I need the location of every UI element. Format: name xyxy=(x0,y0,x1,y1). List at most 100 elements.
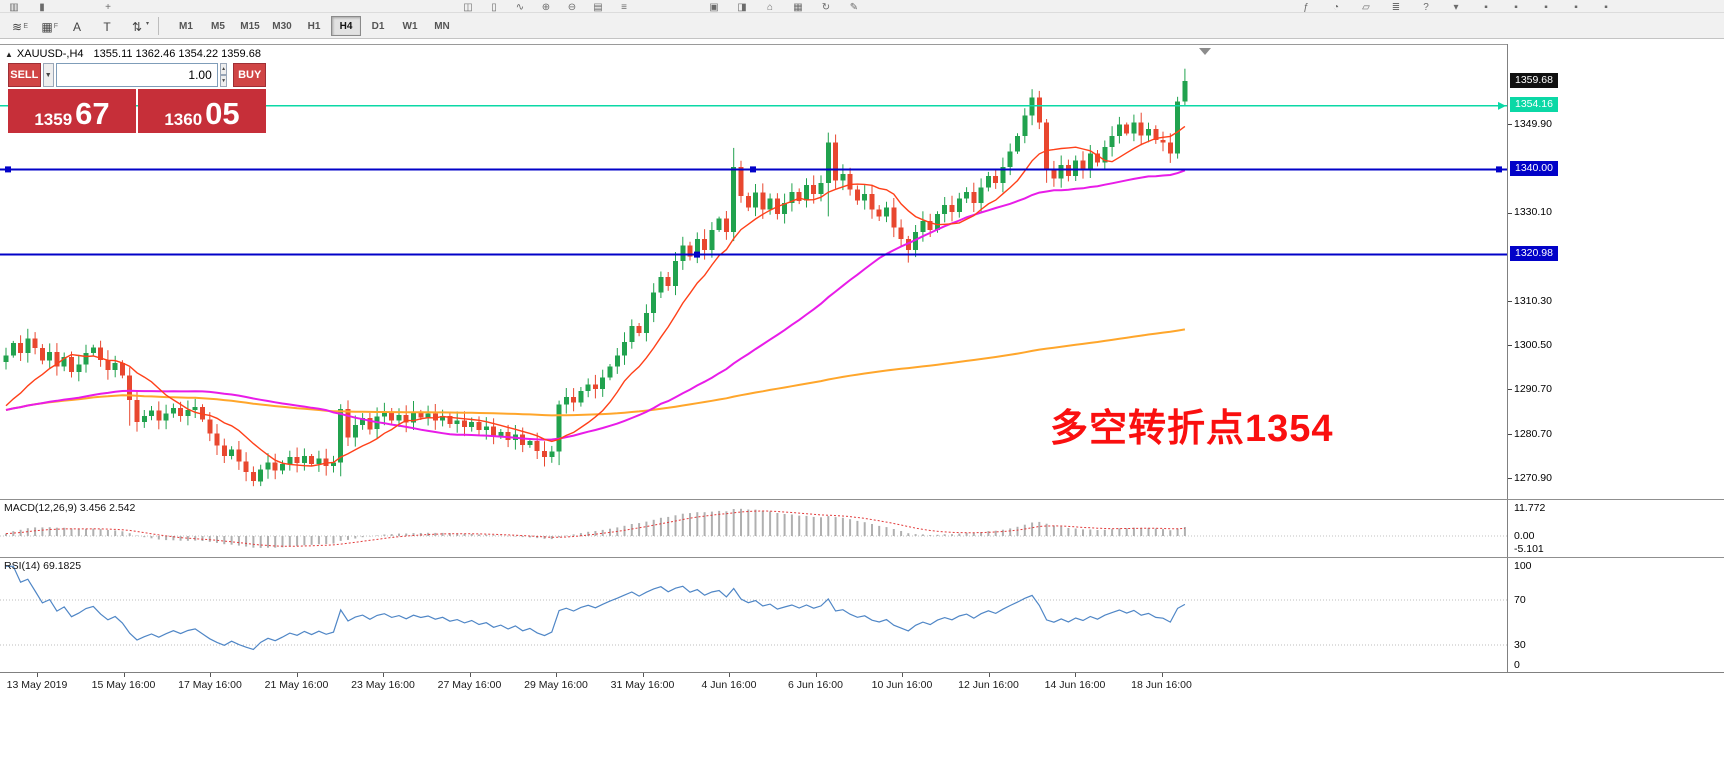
time-tick xyxy=(1075,673,1076,677)
candlestick-series xyxy=(3,68,1188,487)
lot-size-input[interactable] xyxy=(55,63,218,87)
periods-icon[interactable]: ◔ xyxy=(1332,2,1340,13)
rsi-value: 69.1825 xyxy=(43,560,82,572)
help-icon[interactable]: ? xyxy=(1423,2,1429,13)
time-label: 13 May 2019 xyxy=(6,679,68,691)
market-watch-icon[interactable]: ▣ xyxy=(709,2,719,13)
text-label-tool-icon[interactable]: A xyxy=(72,19,81,34)
chart-bars-icon[interactable]: ◫ xyxy=(463,2,473,13)
timeframe-W1[interactable]: W1 xyxy=(402,20,418,32)
time-label: 4 Jun 16:00 xyxy=(701,679,757,691)
buy-quote-button[interactable]: 1360 05 xyxy=(138,89,266,133)
timeframe-D1[interactable]: D1 xyxy=(371,20,385,32)
rsi-plot xyxy=(0,565,1507,651)
misc-icon-3[interactable]: ▪ xyxy=(1544,2,1548,13)
window-list-icon[interactable]: ≣ xyxy=(1391,2,1401,13)
timeframe-H1[interactable]: H1 xyxy=(307,20,321,32)
ohlc-values: 1355.11 1362.46 1354.22 1359.68 xyxy=(93,48,261,60)
chart-annotation-text[interactable]: 多空转折点1354 xyxy=(1050,408,1334,450)
rsi-axis[interactable]: 100 70 30 0 xyxy=(1507,558,1721,672)
sell-button[interactable]: SELL xyxy=(8,63,41,87)
macd-values: 3.456 2.542 xyxy=(79,502,136,514)
misc-icon-4[interactable]: ▪ xyxy=(1574,2,1578,13)
rsi-label: RSI(14) 69.1825 xyxy=(4,560,81,572)
macd-histogram xyxy=(5,508,1186,548)
time-label: 27 May 16:00 xyxy=(437,679,502,691)
zoom-in-icon[interactable]: ⊕ xyxy=(541,2,551,13)
templates-icon[interactable]: ▱ xyxy=(1362,2,1370,13)
charts-grid-icon[interactable]: ▥ xyxy=(9,2,19,13)
line-handle[interactable] xyxy=(694,251,700,258)
line-handle[interactable] xyxy=(5,166,11,173)
grid-style-icon[interactable]: ▦ F xyxy=(41,19,58,34)
timeframe-M30[interactable]: M30 xyxy=(272,20,292,32)
navigator-icon[interactable]: ⌂ xyxy=(766,2,774,13)
misc-icon-2[interactable]: ▪ xyxy=(1514,2,1518,13)
time-tick xyxy=(815,673,817,677)
bid-line-arrow-icon xyxy=(1498,101,1506,110)
timeframes-group: M1 M5 M15 M30 H1 H4 D1 W1 MN xyxy=(171,15,457,36)
arrow-tools-icon[interactable]: ⇅ ▾ xyxy=(131,19,149,34)
indicators-icon[interactable]: ƒ xyxy=(1303,2,1309,13)
data-window-icon[interactable]: ◨ xyxy=(737,2,747,13)
buy-button[interactable]: BUY xyxy=(233,63,266,87)
line-handle[interactable] xyxy=(750,166,756,173)
timeframe-M5[interactable]: M5 xyxy=(211,20,225,32)
timeframe-M15[interactable]: M15 xyxy=(240,20,260,32)
time-tick xyxy=(383,673,384,677)
chart-shift-marker-icon[interactable] xyxy=(1199,48,1211,55)
panel-splitter[interactable] xyxy=(0,557,1724,558)
time-axis[interactable]: 13 May 2019 15 May 16:00 17 May 16:00 21 Ma… xyxy=(0,672,1724,698)
order-controls-row: SELL ▼ ▲ ▼ BUY xyxy=(8,63,266,87)
time-tick xyxy=(210,673,211,677)
new-chart-icon[interactable]: + xyxy=(105,2,111,13)
candle-chart-icon[interactable]: ▮ xyxy=(39,2,45,13)
ma-fast-line xyxy=(5,125,1186,467)
price-tick xyxy=(1507,301,1512,303)
ma-mid-line xyxy=(5,169,1186,441)
tile-windows-icon[interactable]: ▤ xyxy=(593,2,603,13)
sell-price-big: 67 xyxy=(75,95,110,131)
price-label-1280.70: 1280.70 xyxy=(1514,427,1552,440)
main-chart[interactable]: ▲ XAUUSD-,H4 1355.11 1362.46 1354.22 1359.… xyxy=(0,44,1507,499)
timeframe-H4[interactable]: H4 xyxy=(331,15,361,36)
misc-icon-1[interactable]: ▪ xyxy=(1484,2,1488,13)
price-tick xyxy=(1507,212,1512,214)
line-handle[interactable] xyxy=(1496,166,1502,173)
misc-icon-5[interactable]: ▪ xyxy=(1604,2,1608,13)
time-tick xyxy=(123,673,125,677)
chart-line-icon[interactable]: ∿ xyxy=(515,2,525,13)
more-tools-icon[interactable]: ▾ xyxy=(1453,2,1459,13)
rsi-name: RSI(14) xyxy=(4,560,41,572)
menu-icon[interactable]: ≡ xyxy=(621,2,627,13)
buy-price-main: 1360 xyxy=(164,110,203,129)
zoom-out-icon[interactable]: ⊖ xyxy=(567,2,577,13)
ma-slow-line xyxy=(5,328,1186,417)
timeframe-M1[interactable]: M1 xyxy=(179,20,193,32)
lot-increase-button[interactable]: ▲ xyxy=(219,63,228,75)
expert-style-icon[interactable]: ≋ E xyxy=(11,19,28,34)
rsi-axis-label-70: 70 xyxy=(1514,594,1526,606)
price-tick xyxy=(1507,345,1512,347)
price-axis[interactable]: 1359.68 1354.16 1349.90 1340.00 1330.10 1320.… xyxy=(1507,44,1721,499)
one-click-toggle-icon[interactable]: ▲ xyxy=(5,50,13,59)
refresh-icon[interactable]: ↻ xyxy=(821,2,831,13)
lot-spinner: ▲ ▼ xyxy=(219,63,228,87)
drawing-timeframe-toolbar: ≋ E ▦ F A T ⇅ ▾ M1 M5 M15 M30 H1 H4 D1 W1 MN xyxy=(0,13,1724,39)
lot-decrease-button[interactable]: ▼ xyxy=(219,75,228,87)
timeframe-MN[interactable]: MN xyxy=(434,20,450,32)
sell-quote-button[interactable]: 1359 67 xyxy=(8,89,136,133)
rsi-axis-label-100: 100 xyxy=(1514,560,1532,572)
text-tool-icon[interactable]: T xyxy=(103,19,111,34)
chart-candles-icon[interactable]: ▯ xyxy=(491,2,497,13)
lot-dropdown-button[interactable]: ▼ xyxy=(42,63,54,87)
panel-splitter[interactable] xyxy=(0,499,1724,500)
macd-axis[interactable]: 11.772 0.00 -5.101 xyxy=(1507,500,1721,556)
terminal-icon[interactable]: ▦ xyxy=(793,2,803,13)
price-label-1354.16: 1354.16 xyxy=(1510,97,1558,113)
objects-icon[interactable]: ✎ xyxy=(849,2,859,13)
time-tick xyxy=(642,673,644,677)
rsi-axis-label-30: 30 xyxy=(1514,639,1526,651)
macd-axis-label-0.00: 0.00 xyxy=(1514,530,1535,542)
price-tick xyxy=(1507,389,1512,391)
